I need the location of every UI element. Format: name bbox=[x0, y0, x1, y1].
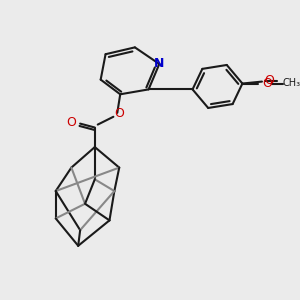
Text: N: N bbox=[154, 58, 164, 70]
Text: O: O bbox=[264, 74, 274, 87]
Text: O: O bbox=[66, 116, 76, 129]
Text: O: O bbox=[114, 107, 124, 120]
Text: O: O bbox=[262, 77, 272, 90]
Text: CH₃: CH₃ bbox=[282, 78, 300, 88]
